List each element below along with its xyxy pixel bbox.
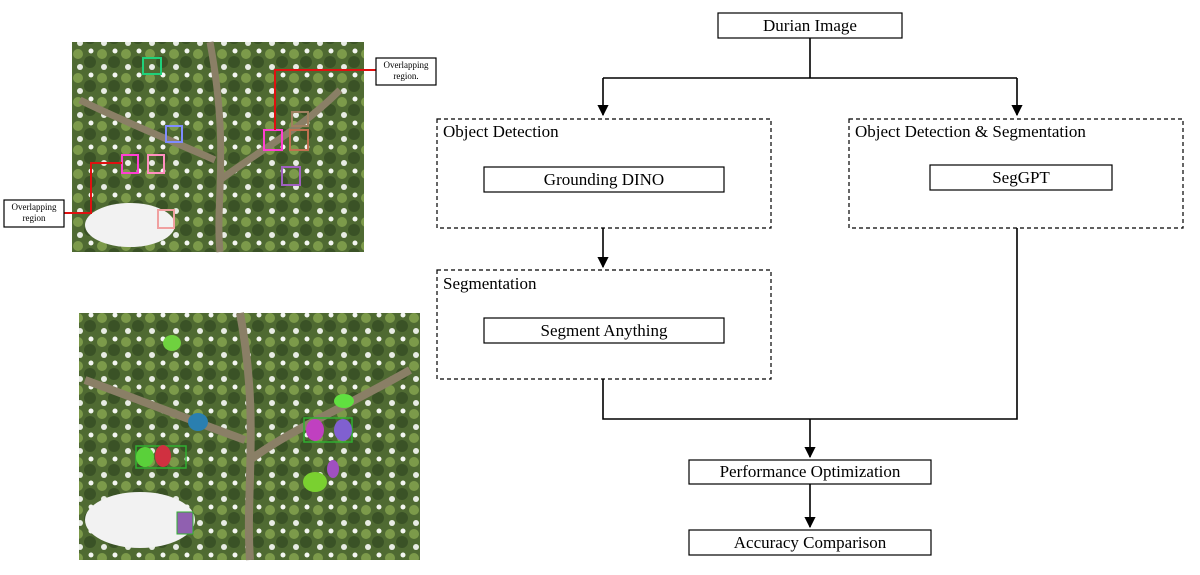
node-box <box>688 529 932 556</box>
node-box <box>717 12 903 39</box>
node-box <box>688 459 932 485</box>
node-box <box>483 166 725 193</box>
callout-box <box>375 57 437 86</box>
callout-text: Overlapping <box>384 60 429 70</box>
callout-box <box>3 199 65 228</box>
node-label: Durian Image <box>763 16 857 35</box>
node-label: Accuracy Comparison <box>734 533 887 552</box>
group-box <box>436 269 772 380</box>
callout-line <box>274 69 376 130</box>
node-label: SegGPT <box>992 168 1050 187</box>
callout-line <box>64 162 122 214</box>
node-box <box>483 317 725 344</box>
node-label: Grounding DINO <box>544 170 664 189</box>
group-label: Segmentation <box>443 274 537 293</box>
callout-text: region <box>23 213 46 223</box>
detection-photo <box>72 41 364 253</box>
node-label: Segment Anything <box>540 321 668 340</box>
callout-text: region. <box>393 71 418 81</box>
segmentation-photo <box>79 312 420 561</box>
group-box <box>436 118 772 229</box>
node-label: Performance Optimization <box>720 462 901 481</box>
connectors <box>597 38 1023 529</box>
callout-text: Overlapping <box>12 202 57 212</box>
group-label: Object Detection & Segmentation <box>855 122 1086 141</box>
node-box <box>929 164 1113 191</box>
group-label: Object Detection <box>443 122 559 141</box>
group-box <box>848 118 1184 229</box>
